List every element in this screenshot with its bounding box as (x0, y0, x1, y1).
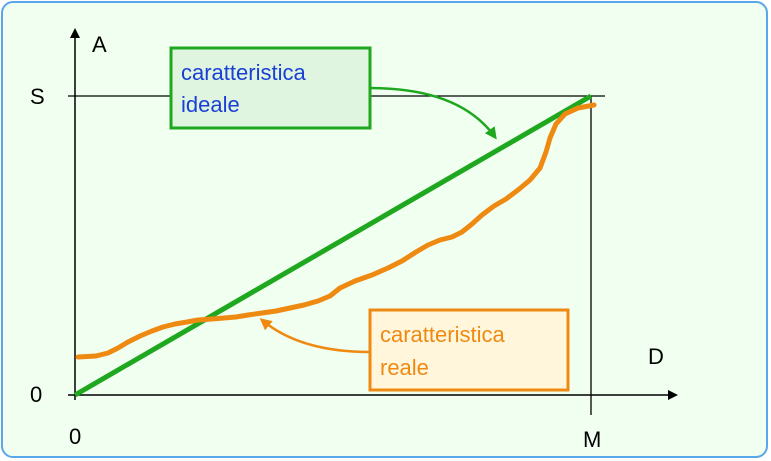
x-axis-label: D (648, 344, 664, 369)
y-origin-label: 0 (30, 382, 42, 407)
ideal-label-box (169, 46, 372, 130)
real-characteristic-curve (75, 102, 597, 360)
real-label-line2: reale (380, 355, 429, 380)
y-max-label: S (30, 84, 45, 109)
ideal-label-line1: caratteristica (181, 60, 306, 85)
x-origin-label: 0 (69, 424, 81, 449)
ideal-label-arrow (369, 86, 497, 140)
real-label-box (368, 308, 570, 392)
real-label-line1: caratteristica (380, 322, 505, 347)
y-axis-label: A (92, 32, 107, 57)
ideal-characteristic-line (73, 93, 593, 398)
real-label-arrow (259, 318, 371, 354)
ideal-label-line2: ideale (181, 92, 240, 117)
x-max-label: M (583, 427, 601, 452)
